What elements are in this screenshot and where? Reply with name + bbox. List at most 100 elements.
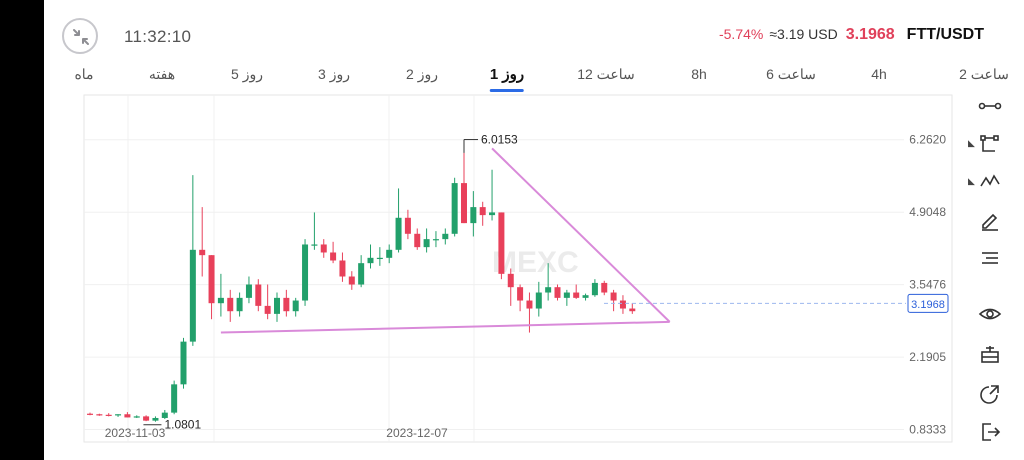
exit-icon xyxy=(982,423,1001,441)
text-tool-button[interactable] xyxy=(978,246,1002,270)
text-tool-icon xyxy=(982,252,998,264)
tab-12-hours[interactable]: 12 ساعت xyxy=(577,66,635,82)
y-tick-label: 6.2620 xyxy=(909,133,946,147)
candle-body xyxy=(143,416,150,421)
shape-tool-button[interactable]: ◣ xyxy=(968,132,1002,156)
candle-body xyxy=(554,287,561,298)
candle-body xyxy=(414,233,421,248)
candle xyxy=(414,228,421,250)
tab-3-days[interactable]: 3 روز xyxy=(318,66,350,82)
tab-8h[interactable]: 8h xyxy=(691,66,707,82)
candle xyxy=(619,295,626,314)
trendline[interactable] xyxy=(220,320,670,334)
visibility-button[interactable] xyxy=(978,302,1002,326)
candle-body xyxy=(236,297,243,312)
candle-body xyxy=(498,212,505,274)
watermark-logo: MEXC xyxy=(492,246,579,279)
candle-body xyxy=(489,212,496,216)
candle-body xyxy=(199,249,206,256)
tab-5-days[interactable]: 5 روز xyxy=(231,66,263,82)
candle-body xyxy=(255,284,262,306)
candle xyxy=(423,228,430,253)
tab-2-days[interactable]: 2 روز xyxy=(406,66,438,82)
candle xyxy=(180,337,187,389)
candle xyxy=(591,279,598,297)
x-tick-label: 2023-11-03 xyxy=(105,426,166,440)
candle xyxy=(404,209,411,240)
candle-body xyxy=(386,249,393,258)
candle xyxy=(161,409,168,420)
share-button[interactable] xyxy=(978,382,1002,406)
candle xyxy=(367,244,374,269)
candle xyxy=(143,415,150,422)
candle-body xyxy=(302,244,309,301)
candle-body xyxy=(320,244,327,253)
candle xyxy=(152,416,159,422)
tab-month[interactable]: ماه xyxy=(74,66,94,82)
candle xyxy=(554,284,561,301)
candle xyxy=(217,273,224,317)
candle xyxy=(124,412,131,418)
y-tick-label: 0.8333 xyxy=(909,423,946,437)
wave-tool-button[interactable]: ◣ xyxy=(968,170,1002,194)
tab-6-hours[interactable]: 6 ساعت xyxy=(766,66,816,82)
candle-body xyxy=(404,217,411,234)
x-tick-label: 2023-12-07 xyxy=(386,426,448,440)
price-chart[interactable]: MEXC 3.1968 6.2620 4.9048 3.5476 2.1905 0.83… xyxy=(44,0,1024,460)
brush-tool-button[interactable] xyxy=(978,208,1002,232)
candle xyxy=(610,289,617,312)
trendline[interactable] xyxy=(491,147,671,323)
candle xyxy=(386,244,393,264)
tab-4h[interactable]: 4h xyxy=(871,66,887,82)
candle-body xyxy=(96,414,103,416)
measure-tool-icon xyxy=(981,346,999,363)
candle xyxy=(461,152,467,224)
trading-pair[interactable]: FTT/USDT xyxy=(906,26,984,43)
candle-body xyxy=(152,417,159,421)
candle xyxy=(115,414,122,417)
x-axis: 2023-11-03 2023-12-07 xyxy=(105,426,448,440)
candle xyxy=(517,284,524,312)
app-window: 11:32:10 -5.74% ≈3.19 USD 3.1968 FTT/USD… xyxy=(44,0,1024,460)
candle xyxy=(227,289,234,322)
candle-body xyxy=(115,414,122,416)
clock-time: 11:32:10 xyxy=(124,27,192,46)
candle xyxy=(601,280,608,296)
candle-body xyxy=(330,252,337,261)
candle-body xyxy=(348,276,355,285)
candle xyxy=(199,207,206,277)
usd-value: ≈3.19 USD xyxy=(769,26,838,42)
candle-body xyxy=(87,413,93,415)
candles xyxy=(87,152,636,422)
candle-body xyxy=(526,300,533,309)
header: 11:32:10 -5.74% ≈3.19 USD 3.1968 FTT/USD… xyxy=(44,0,1024,60)
trendlines[interactable] xyxy=(220,147,671,334)
candle-body xyxy=(105,414,112,416)
eye-icon xyxy=(978,308,1002,320)
price-label-box xyxy=(907,293,949,313)
tab-1-day[interactable]: 1 روز xyxy=(489,66,525,83)
candle xyxy=(563,289,570,306)
line-tool-icon xyxy=(978,102,1002,110)
candle-body xyxy=(451,183,458,234)
candle-body xyxy=(395,217,402,250)
candle-body xyxy=(442,233,449,240)
caret-icon: ◣ xyxy=(968,138,975,148)
candle xyxy=(105,413,112,417)
candle-body xyxy=(423,239,430,248)
collapse-arrows-icon xyxy=(73,29,89,45)
candle xyxy=(171,380,178,415)
tab-2-hours[interactable]: 2 ساعت xyxy=(959,66,1009,82)
current-price-line: 3.1968 xyxy=(604,293,949,313)
exit-button[interactable] xyxy=(978,420,1002,444)
tab-week[interactable]: هفته xyxy=(148,66,176,82)
candle-body xyxy=(535,292,542,309)
candle xyxy=(87,412,93,416)
line-tool-button[interactable] xyxy=(978,94,1002,118)
collapse-button[interactable] xyxy=(62,18,98,54)
measure-tool-button[interactable] xyxy=(978,342,1002,366)
candle-body xyxy=(311,244,318,246)
candle xyxy=(629,303,636,314)
chart-frame xyxy=(83,94,953,443)
candle-body xyxy=(133,416,140,418)
